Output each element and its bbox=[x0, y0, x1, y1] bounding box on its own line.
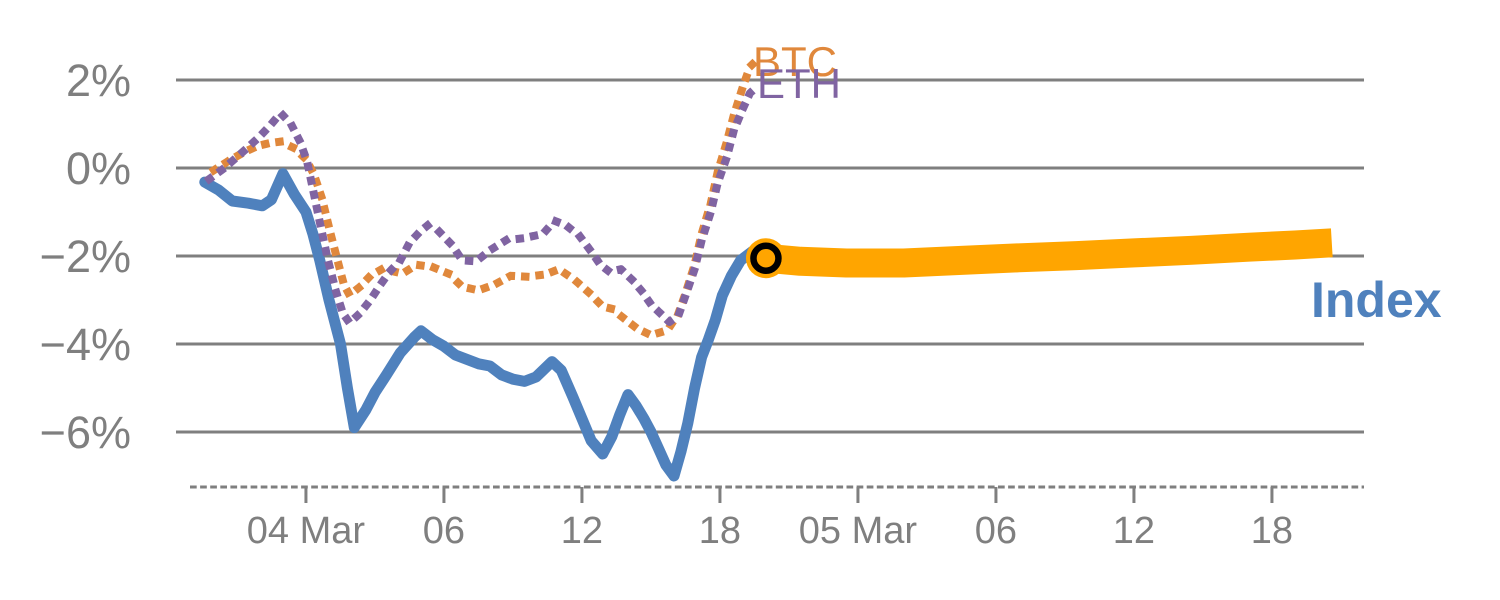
x-tick-label-18: 18 bbox=[1251, 510, 1293, 552]
y-tick-label-−4%: −4% bbox=[40, 319, 131, 370]
x-tick-label-06: 06 bbox=[975, 510, 1017, 552]
eth-series-label: ETH bbox=[757, 60, 841, 107]
eth-line bbox=[203, 81, 763, 327]
marker-ring-icon bbox=[750, 242, 782, 274]
y-tick-label-2%: 2% bbox=[66, 55, 131, 106]
x-tick-label-18: 18 bbox=[699, 510, 741, 552]
x-tick-label-04 Mar: 04 Mar bbox=[247, 510, 366, 552]
y-tick-label-−6%: −6% bbox=[40, 407, 131, 458]
index-projection-line bbox=[764, 228, 1333, 278]
y-tick-label-0%: 0% bbox=[66, 143, 131, 194]
btc-line bbox=[208, 54, 763, 340]
x-tick-label-05 Mar: 05 Mar bbox=[799, 510, 918, 552]
index-line bbox=[199, 168, 772, 482]
y-tick-label-−2%: −2% bbox=[40, 231, 131, 282]
index-series-label: Index bbox=[1311, 272, 1442, 328]
x-tick-label-06: 06 bbox=[423, 510, 465, 552]
btc-series-label: BTC bbox=[753, 38, 837, 85]
x-tick-label-12: 12 bbox=[561, 510, 603, 552]
x-tick-label-12: 12 bbox=[1113, 510, 1155, 552]
